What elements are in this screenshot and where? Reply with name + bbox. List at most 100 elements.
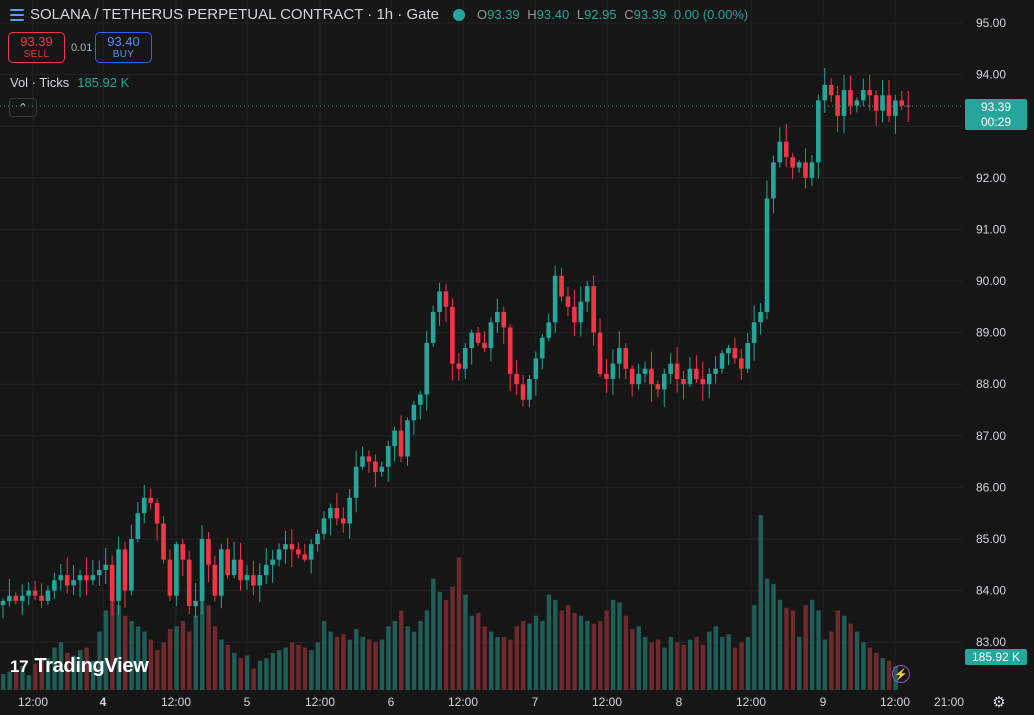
- candle-body: [668, 363, 673, 374]
- volume-bar: [822, 639, 828, 690]
- current-price: 93.39: [980, 100, 1012, 114]
- candle-body: [694, 368, 699, 380]
- candle-body: [276, 549, 282, 560]
- y-axis-tick-label: 87.00: [976, 429, 1006, 443]
- volume-bar: [289, 642, 295, 690]
- volume-bar: [842, 615, 847, 690]
- candle-body: [758, 311, 763, 323]
- volume-bar: [283, 647, 288, 690]
- volume-bar: [521, 621, 526, 690]
- volume-bar: [418, 621, 423, 690]
- volume-bar: [1, 674, 6, 690]
- candle-body: [462, 348, 468, 369]
- candle-body: [84, 575, 89, 581]
- volume-bar: [649, 642, 654, 690]
- volume-bar: [244, 655, 250, 690]
- chart-title[interactable]: SOLANA / TETHERUS PERPETUAL CONTRACT · 1…: [30, 6, 439, 23]
- candle-body: [373, 461, 378, 472]
- candle-body: [642, 368, 648, 374]
- candle-body: [308, 544, 314, 560]
- logo-text: TradingView: [34, 655, 149, 677]
- volume-bar: [193, 615, 198, 690]
- x-axis-tick-label: 7: [532, 695, 539, 709]
- volume-bar: [675, 642, 680, 690]
- symbol-list-icon[interactable]: [10, 8, 24, 21]
- x-axis-tick-label: 12:00: [18, 695, 48, 709]
- volume-bar: [816, 610, 821, 690]
- volume-bar: [354, 629, 359, 690]
- candle-body: [231, 559, 237, 576]
- candle-body: [880, 95, 885, 111]
- volume-bar: [848, 623, 853, 690]
- volume-bar: [65, 652, 70, 690]
- y-axis-tick-label: 86.00: [976, 480, 1006, 494]
- lightning-icon[interactable]: ⚡: [892, 665, 910, 683]
- sell-button[interactable]: 93.39 SELL: [8, 32, 65, 63]
- candle-body: [655, 384, 661, 390]
- gear-icon[interactable]: ⚙: [992, 694, 1006, 711]
- volume-bar: [501, 636, 507, 690]
- candle-body: [353, 466, 359, 498]
- candle-body: [777, 141, 783, 163]
- candle-body: [893, 100, 898, 116]
- volume-bar: [636, 626, 641, 690]
- candle-body: [212, 564, 218, 596]
- y-axis-tick-label: 89.00: [976, 326, 1006, 340]
- volume-bar: [745, 636, 751, 690]
- candle-body: [790, 157, 795, 168]
- candle-body: [90, 575, 96, 581]
- volume-bar: [797, 636, 802, 690]
- candle-body: [206, 539, 211, 565]
- volume-bar: [565, 605, 571, 690]
- volume-bar: [322, 621, 327, 690]
- candle-body: [899, 100, 905, 106]
- volume-bar: [585, 621, 590, 690]
- candle-body: [719, 353, 725, 369]
- volume-bar: [854, 631, 860, 690]
- volume-bar: [251, 668, 256, 690]
- volume-bar: [591, 623, 597, 690]
- candle-body: [783, 141, 789, 158]
- candle-body: [71, 580, 76, 586]
- candle-body: [835, 95, 840, 116]
- volume-bar: [45, 658, 51, 690]
- chevron-up-icon[interactable]: ⌃: [9, 98, 37, 117]
- change-value: 0.00 (0.00%): [673, 7, 749, 22]
- candle-body: [360, 456, 365, 467]
- candle-body: [321, 518, 327, 534]
- candle-body: [437, 291, 442, 312]
- candle-body: [97, 569, 102, 576]
- volume-bar: [379, 639, 385, 690]
- sell-price: 93.39: [20, 33, 53, 49]
- volume-bar: [598, 621, 603, 690]
- y-axis-tick-label: 85.00: [976, 532, 1006, 546]
- volume-bar: [861, 642, 866, 690]
- candle-body: [674, 363, 680, 380]
- candle-body: [514, 373, 519, 385]
- candle-body: [39, 595, 44, 601]
- volume-bar: [578, 615, 584, 690]
- y-axis-tick-label: 84.00: [976, 584, 1006, 598]
- volume-bar: [559, 610, 564, 690]
- candle-body: [533, 358, 539, 380]
- candle-body: [527, 379, 532, 400]
- candle-body: [604, 373, 609, 380]
- sell-label: SELL: [23, 48, 50, 60]
- volume-bar: [681, 644, 686, 690]
- candle-body: [154, 502, 160, 524]
- buy-button[interactable]: 93.40 BUY: [95, 32, 152, 63]
- volume-bar: [553, 599, 558, 690]
- tradingview-logo[interactable]: 17 TradingView: [10, 655, 149, 678]
- candle-body: [385, 446, 391, 467]
- volume-bar: [694, 636, 699, 690]
- volume-bar: [116, 605, 121, 690]
- x-axis-tick-label: 12:00: [592, 695, 622, 709]
- x-axis-tick-label: 12:00: [880, 695, 910, 709]
- market-status-icon[interactable]: [453, 8, 465, 21]
- candle-body: [186, 559, 192, 607]
- candle-body: [803, 162, 808, 178]
- volume-bar: [533, 615, 539, 690]
- candle-body: [103, 564, 109, 570]
- volume-legend[interactable]: Vol · Ticks 185.92 K: [10, 75, 129, 90]
